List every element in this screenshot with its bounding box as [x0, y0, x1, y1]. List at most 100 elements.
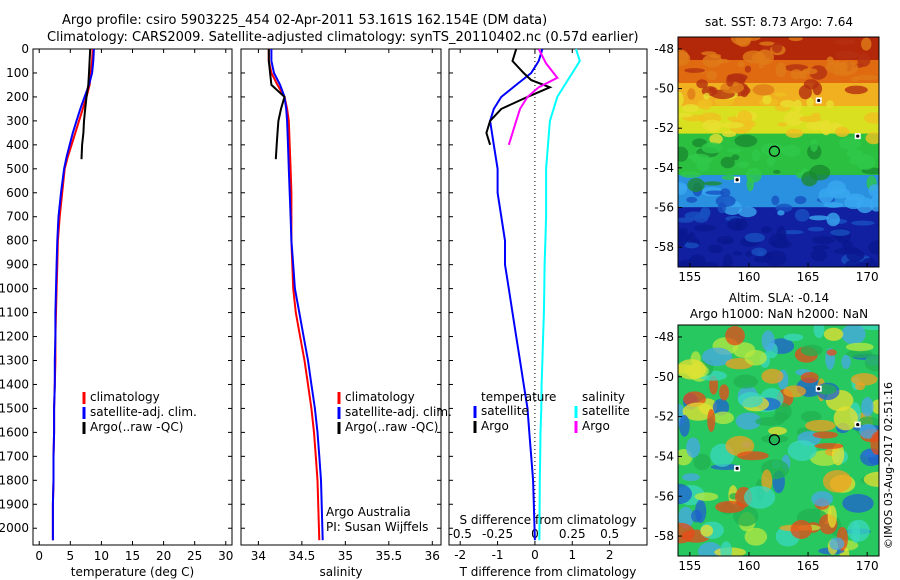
s-difference-tick-label: -0.25 [482, 527, 513, 541]
x-tick-label: 35 [338, 549, 353, 563]
sst-patch [781, 144, 801, 157]
x-tick-label: 0 [35, 549, 43, 563]
sst-patch [823, 202, 844, 208]
sst-patch [835, 50, 859, 60]
sst-patch [774, 92, 787, 97]
sla-patch [715, 500, 745, 513]
sst-patch [726, 148, 742, 154]
sst-patch [794, 196, 807, 205]
y-tick-label: 100 [6, 66, 29, 80]
sst-patch [788, 37, 803, 42]
y-tick-label: 1600 [0, 425, 29, 439]
sst-patch [703, 181, 723, 186]
sst-patch [808, 215, 829, 221]
sst-patch [678, 181, 688, 196]
sst-patch [793, 99, 803, 112]
sst-patch [760, 143, 784, 156]
y-tick-label: 0 [21, 42, 29, 56]
y-tick-label: 200 [6, 90, 29, 104]
sst-map-y-tick-label: -56 [654, 201, 674, 215]
sla-patch [800, 410, 822, 423]
sst-patch [721, 121, 744, 129]
y-tick-label: 1000 [0, 282, 29, 296]
sst-patch [803, 79, 819, 90]
y-tick-label: 800 [6, 234, 29, 248]
sla-map-field [678, 325, 879, 556]
sst-patch [764, 250, 787, 267]
sla-patch [768, 426, 787, 435]
sst-patch [865, 132, 879, 145]
salinity-series-1 [270, 49, 324, 541]
sla-map-y-tick-label: -50 [654, 370, 674, 384]
x-tick-label: 5 [66, 549, 74, 563]
sla-patch [787, 440, 817, 461]
y-tick-label: 2000 [0, 521, 29, 535]
sla-patch [761, 330, 775, 352]
sla-patch [870, 431, 879, 455]
t-difference-tick-label: -1 [492, 548, 504, 562]
sst-patch [810, 248, 827, 262]
sst-patch [810, 139, 818, 152]
difference-legend-s-argo-label: Argo [582, 419, 610, 433]
difference-legend-t-satellite-label: satellite [481, 404, 529, 418]
sla-patch [755, 417, 785, 426]
temperature-legend-2-label: Argo(..raw -QC) [90, 420, 183, 434]
sla-patch [775, 403, 792, 421]
sst-patch [706, 70, 718, 81]
sst-patch [811, 245, 830, 250]
sla-patch [855, 382, 865, 391]
sst-patch [771, 195, 780, 206]
sla-patch [833, 406, 858, 431]
sla-patch [831, 443, 845, 466]
sst-map-y-tick-label: -58 [654, 240, 674, 254]
sla-patch [813, 325, 825, 339]
sst-patch [845, 260, 862, 267]
sla-patch [800, 371, 819, 384]
sst-patch [678, 146, 689, 162]
sst-patch [830, 229, 851, 236]
sst-patch [771, 240, 792, 249]
sst-patch [752, 84, 775, 96]
sst-patch [751, 149, 761, 162]
sst-patch [702, 54, 723, 68]
sst-patch [722, 131, 737, 138]
sst-patch [744, 65, 752, 73]
sst-patch [780, 99, 795, 108]
sst-patch [693, 224, 716, 232]
sst-patch [681, 104, 700, 113]
sst-patch [720, 156, 735, 169]
sst-patch [738, 206, 757, 218]
sst-patch [680, 171, 702, 179]
difference-series-1 [485, 48, 553, 146]
sla-map-y-tick-label: -52 [654, 410, 674, 424]
sla-patch [725, 435, 755, 457]
figure-title-line2: Climatology: CARS2009. Satellite-adjuste… [47, 30, 639, 45]
y-tick-label: 1800 [0, 473, 29, 487]
sla-patch [712, 398, 730, 416]
x-tick-label: 10 [94, 549, 109, 563]
sst-patch [678, 233, 694, 242]
sla-patch [678, 359, 707, 380]
x-tick-label: 30 [218, 549, 233, 563]
sla-map-x-tick-label: 170 [856, 559, 879, 573]
y-tick-label: 1300 [0, 353, 29, 367]
sst-patch [835, 126, 850, 137]
sst-patch [736, 161, 750, 168]
sst-patch [857, 52, 871, 67]
sla-patch [733, 374, 758, 389]
sst-patch [856, 154, 876, 170]
temperature-series-1 [51, 48, 95, 541]
temperature-legend-0-label: climatology [90, 390, 160, 404]
sla-patch [800, 344, 823, 357]
figure-title-line1: Argo profile: csiro 5903225_454 02-Apr-2… [62, 13, 548, 28]
sla-patch [744, 527, 768, 546]
sst-patch [737, 61, 745, 68]
difference-legend-salinity-title: salinity [582, 390, 625, 404]
sst-patch [734, 134, 758, 148]
y-tick-label: 1200 [0, 330, 29, 344]
sst-patch [726, 74, 735, 87]
x-tick-label: 34 [251, 549, 266, 563]
sst-patch [696, 158, 710, 172]
sla-patch [761, 434, 789, 444]
principal-investigator-annotation: PI: Susan Wijffels [326, 520, 428, 534]
